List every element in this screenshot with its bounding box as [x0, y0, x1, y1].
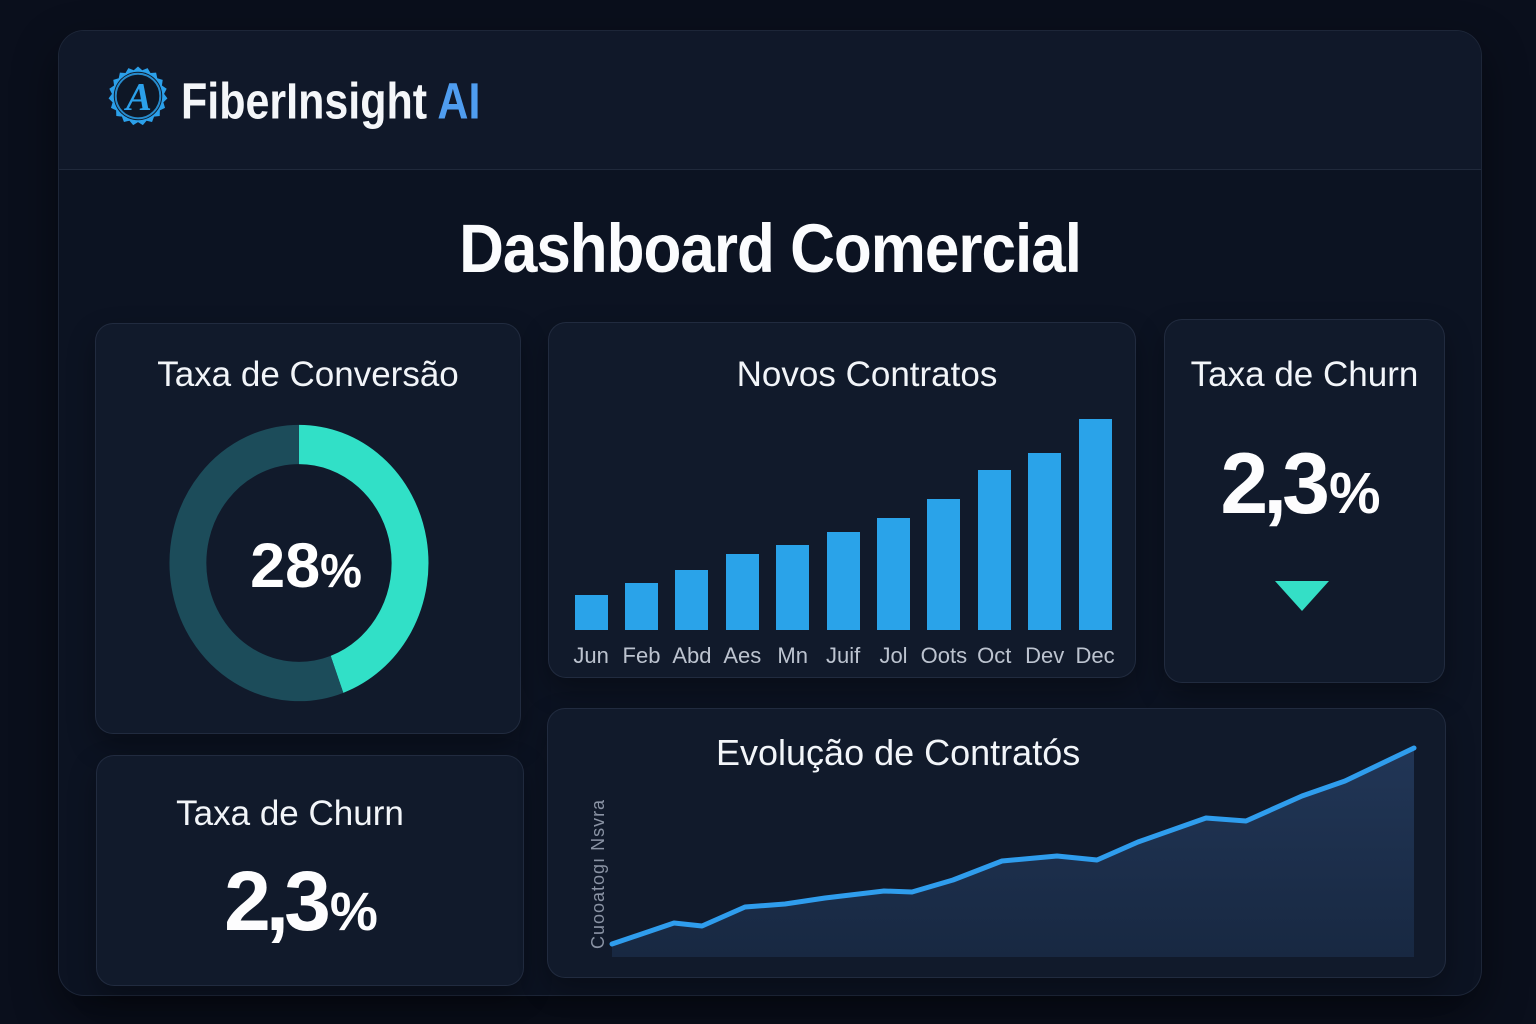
svg-text:A: A	[124, 76, 152, 119]
